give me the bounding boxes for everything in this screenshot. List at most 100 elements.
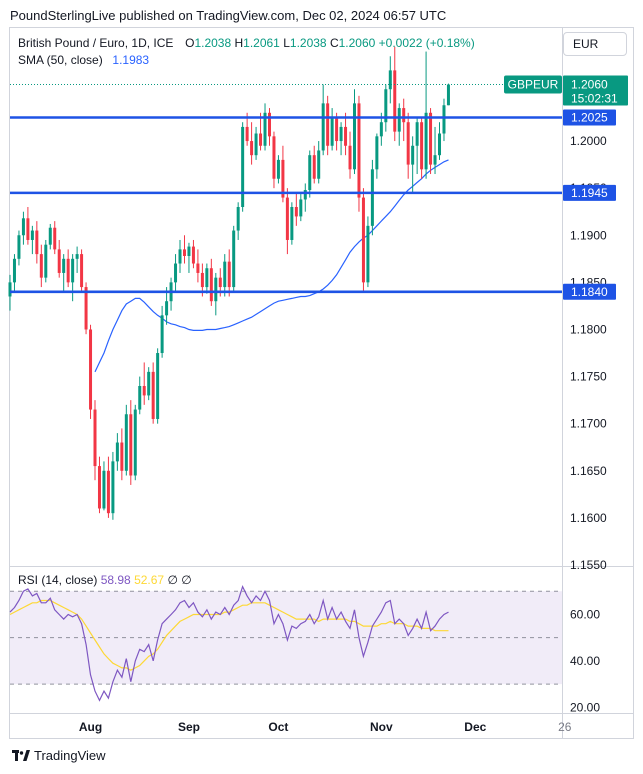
candle-body: [379, 122, 383, 137]
candle-body: [236, 207, 240, 231]
candle-body: [348, 145, 352, 170]
symbol-legend: British Pound / Euro, 1D, ICE O1.2038 H1…: [18, 36, 475, 50]
candle-body: [30, 230, 34, 240]
candle-body: [39, 254, 43, 278]
time-tick-label: 26: [558, 720, 572, 734]
candle-body: [388, 70, 392, 90]
close-value: 1.2060: [338, 36, 376, 50]
candle-body: [115, 442, 119, 462]
candle-body: [62, 258, 66, 273]
candle-body: [138, 386, 142, 410]
rsi-legend: RSI (14, close) 58.98 52.67 ∅ ∅: [18, 573, 192, 587]
change-value: +0.0022 (+0.18%): [378, 36, 475, 50]
candle-body: [433, 155, 437, 165]
candle-body: [241, 126, 245, 207]
candle-body: [102, 470, 106, 509]
candle-body: [232, 230, 236, 288]
candle-body: [294, 207, 298, 217]
sma-label: SMA (50, close): [18, 53, 103, 67]
candle-body: [263, 112, 267, 146]
candle-body: [147, 371, 151, 396]
price-tick-label: 1.1600: [570, 511, 607, 525]
candle-body: [48, 227, 52, 245]
candle-body: [406, 122, 410, 165]
candle-body: [335, 117, 339, 142]
price-tick-label: 1.2000: [570, 134, 607, 148]
candle-body: [442, 105, 446, 134]
close-label: C: [329, 36, 339, 50]
candle-body: [330, 117, 334, 146]
candle-body: [259, 133, 263, 146]
candle-body: [375, 136, 379, 170]
candle-body: [312, 155, 316, 179]
candle-body: [80, 254, 84, 288]
candle-body: [133, 409, 137, 476]
rsi-value: 58.98: [100, 573, 131, 587]
sma-value: 1.1983: [112, 53, 150, 67]
rsi-tick-label: 60.00: [570, 607, 600, 621]
candle-body: [142, 386, 146, 396]
candle-body: [156, 353, 160, 419]
candle-body: [165, 301, 169, 316]
candle-body: [438, 133, 442, 156]
tradingview-footer: TradingView: [12, 748, 106, 763]
candle-body: [93, 409, 97, 467]
candle-body: [97, 466, 101, 509]
candle-body: [352, 103, 356, 170]
candle-body: [178, 249, 182, 264]
horizontal-line-label-bg: [563, 109, 616, 126]
symbol-tag: GBPEUR: [508, 78, 559, 92]
candle-body: [17, 235, 21, 259]
countdown-tag: 15:02:31: [571, 92, 618, 106]
time-tick-label: Oct: [268, 720, 288, 734]
candle-body: [187, 246, 191, 256]
publish-header: PoundSterlingLive published on TradingVi…: [10, 8, 447, 23]
currency-button[interactable]: EUR: [563, 32, 627, 56]
candle-body: [66, 258, 70, 283]
rsi-extra-1: ∅: [167, 573, 178, 587]
candle-body: [160, 315, 164, 354]
candle-body: [151, 371, 155, 419]
symbol-name: British Pound / Euro, 1D, ICE: [18, 36, 174, 50]
candle-body: [21, 218, 25, 236]
horizontal-line-label: 1.2025: [571, 111, 608, 125]
candle-body: [214, 277, 218, 302]
candle-body: [361, 197, 365, 283]
high-value: 1.2061: [243, 36, 280, 50]
candle-body: [357, 103, 361, 198]
candle-body: [285, 197, 289, 240]
rsi-title: RSI (14, close): [18, 573, 98, 587]
horizontal-line-label: 1.1840: [571, 285, 608, 299]
price-tick-label: 1.1800: [570, 322, 607, 336]
rsi-extra-2: ∅: [181, 573, 192, 587]
candle-body: [124, 414, 128, 471]
candle-body: [420, 122, 424, 170]
tradingview-logo-icon: [12, 749, 30, 762]
horizontal-line-label: 1.1945: [571, 186, 608, 200]
horizontal-line-label-bg: [563, 283, 616, 300]
candle-body: [106, 470, 110, 514]
candle-body: [397, 108, 401, 132]
candle-body: [174, 263, 178, 283]
candle-body: [267, 112, 271, 137]
candle-body: [89, 329, 93, 410]
candle-body: [384, 89, 388, 123]
candle-body: [120, 442, 124, 471]
candle-body: [200, 272, 204, 288]
candle-body: [245, 126, 249, 142]
candle-body: [317, 150, 321, 179]
sma-line: [94, 159, 449, 373]
time-tick-label: Dec: [464, 720, 486, 734]
candle-body: [402, 108, 406, 123]
low-value: 1.2038: [289, 36, 327, 50]
candle-body: [223, 261, 227, 288]
candle-body: [303, 190, 307, 200]
rsi-tick-label: 20.00: [570, 700, 600, 714]
candle-body: [308, 155, 312, 191]
candle-body: [209, 268, 213, 302]
candle-body: [326, 103, 330, 146]
time-tick-label: Aug: [79, 720, 102, 734]
candle-body: [276, 159, 280, 179]
candle-body: [8, 282, 12, 297]
